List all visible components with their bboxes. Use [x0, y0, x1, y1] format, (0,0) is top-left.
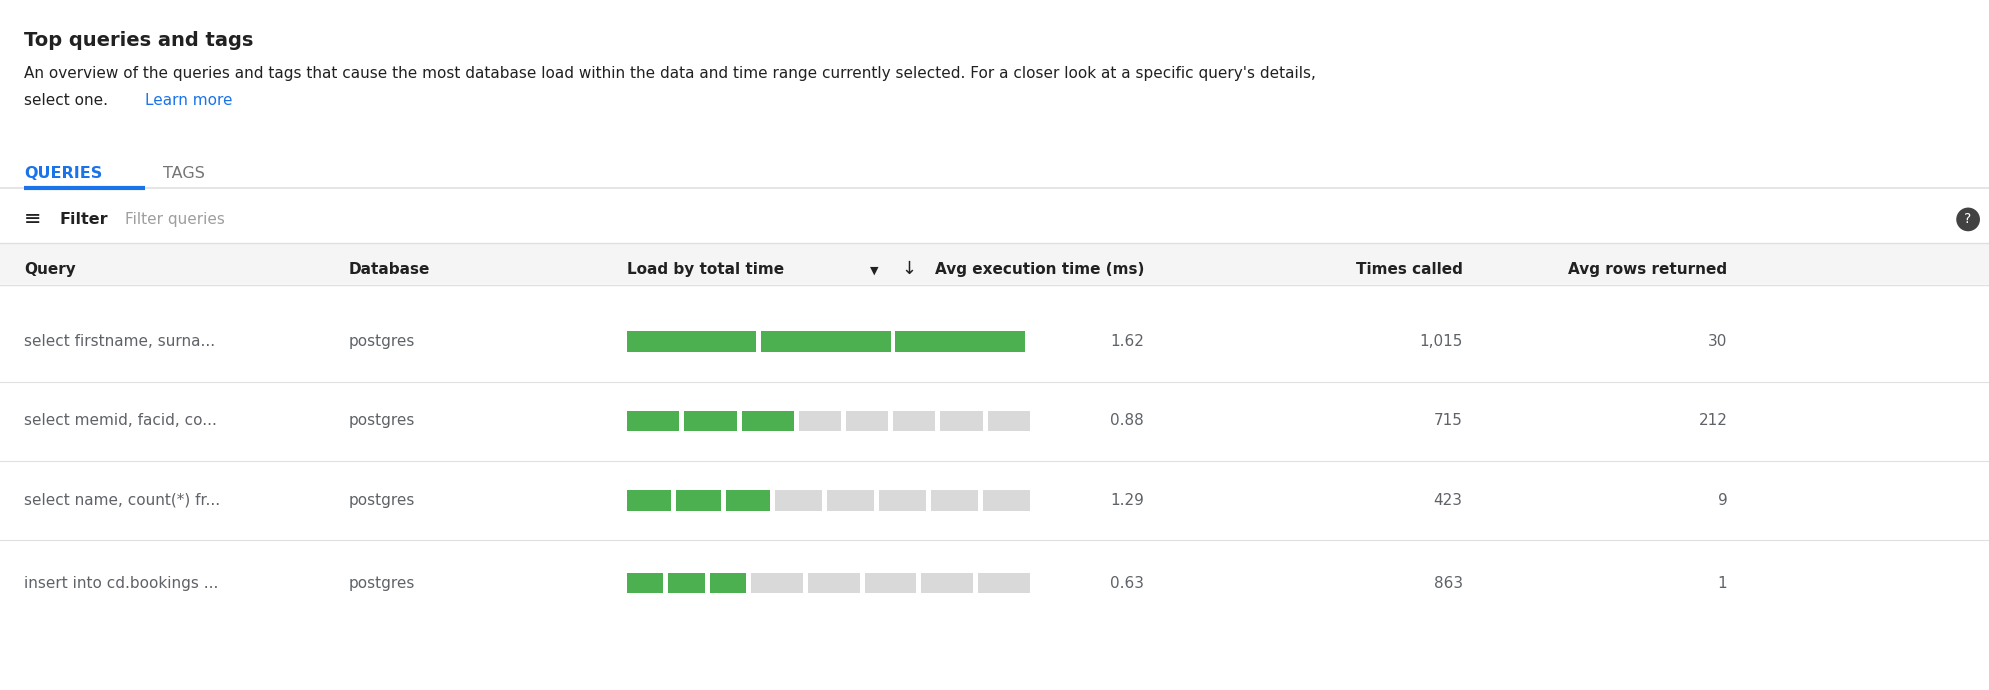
Text: Learn more: Learn more: [145, 93, 233, 108]
Bar: [760, 331, 891, 352]
Bar: [987, 411, 1030, 431]
Text: Times called: Times called: [1355, 262, 1462, 277]
Bar: [845, 411, 887, 431]
Text: 0.63: 0.63: [1110, 575, 1144, 591]
Bar: [879, 490, 925, 511]
Bar: [776, 490, 821, 511]
Text: Avg rows returned: Avg rows returned: [1567, 262, 1726, 277]
Text: select name, count(*) fr...: select name, count(*) fr...: [24, 493, 221, 508]
Bar: [627, 490, 670, 511]
Bar: [893, 411, 935, 431]
Bar: [752, 573, 802, 593]
Text: select firstname, surna...: select firstname, surna...: [24, 334, 215, 349]
Bar: [798, 411, 841, 431]
Bar: [627, 573, 662, 593]
Text: insert into cd.bookings ...: insert into cd.bookings ...: [24, 575, 219, 591]
Bar: [676, 490, 720, 511]
Bar: [710, 573, 746, 593]
Bar: [983, 490, 1030, 511]
Text: Avg execution time (ms): Avg execution time (ms): [935, 262, 1144, 277]
Text: 1.29: 1.29: [1110, 493, 1144, 508]
Text: ↓: ↓: [901, 260, 917, 278]
Text: 9: 9: [1717, 493, 1726, 508]
Text: select one.: select one.: [24, 93, 113, 108]
Bar: [668, 573, 704, 593]
Bar: [863, 573, 915, 593]
Bar: [979, 573, 1030, 593]
Text: 0.88: 0.88: [1110, 413, 1144, 428]
Bar: [895, 331, 1024, 352]
Text: 423: 423: [1432, 493, 1462, 508]
Bar: [808, 573, 859, 593]
Text: 1,015: 1,015: [1418, 334, 1462, 349]
Text: TAGS: TAGS: [163, 166, 205, 181]
Bar: [726, 490, 770, 511]
Text: 30: 30: [1707, 334, 1726, 349]
Text: 715: 715: [1432, 413, 1462, 428]
Text: ≡: ≡: [24, 210, 42, 229]
Text: An overview of the queries and tags that cause the most database load within the: An overview of the queries and tags that…: [24, 66, 1315, 81]
Text: 212: 212: [1697, 413, 1726, 428]
Text: postgres: postgres: [348, 575, 414, 591]
Text: Top queries and tags: Top queries and tags: [24, 31, 253, 50]
Bar: [931, 490, 977, 511]
Bar: [742, 411, 794, 431]
Bar: [941, 411, 983, 431]
Bar: [0, 243, 1989, 284]
Text: postgres: postgres: [348, 413, 414, 428]
Text: 1.62: 1.62: [1110, 334, 1144, 349]
Text: Database: Database: [348, 262, 430, 277]
Text: 863: 863: [1432, 575, 1462, 591]
Text: QUERIES: QUERIES: [24, 166, 101, 181]
Bar: [627, 411, 678, 431]
Bar: [827, 490, 873, 511]
Text: ?: ?: [1963, 213, 1971, 226]
Text: Filter queries: Filter queries: [125, 212, 225, 227]
Text: 1: 1: [1717, 575, 1726, 591]
Bar: [684, 411, 736, 431]
Text: Query: Query: [24, 262, 76, 277]
Text: ▼: ▼: [869, 266, 877, 275]
Bar: [921, 573, 973, 593]
Text: select memid, facid, co...: select memid, facid, co...: [24, 413, 217, 428]
Text: postgres: postgres: [348, 493, 414, 508]
Text: Filter: Filter: [60, 212, 107, 227]
Text: postgres: postgres: [348, 334, 414, 349]
Bar: [627, 331, 756, 352]
Text: Load by total time: Load by total time: [627, 262, 784, 277]
